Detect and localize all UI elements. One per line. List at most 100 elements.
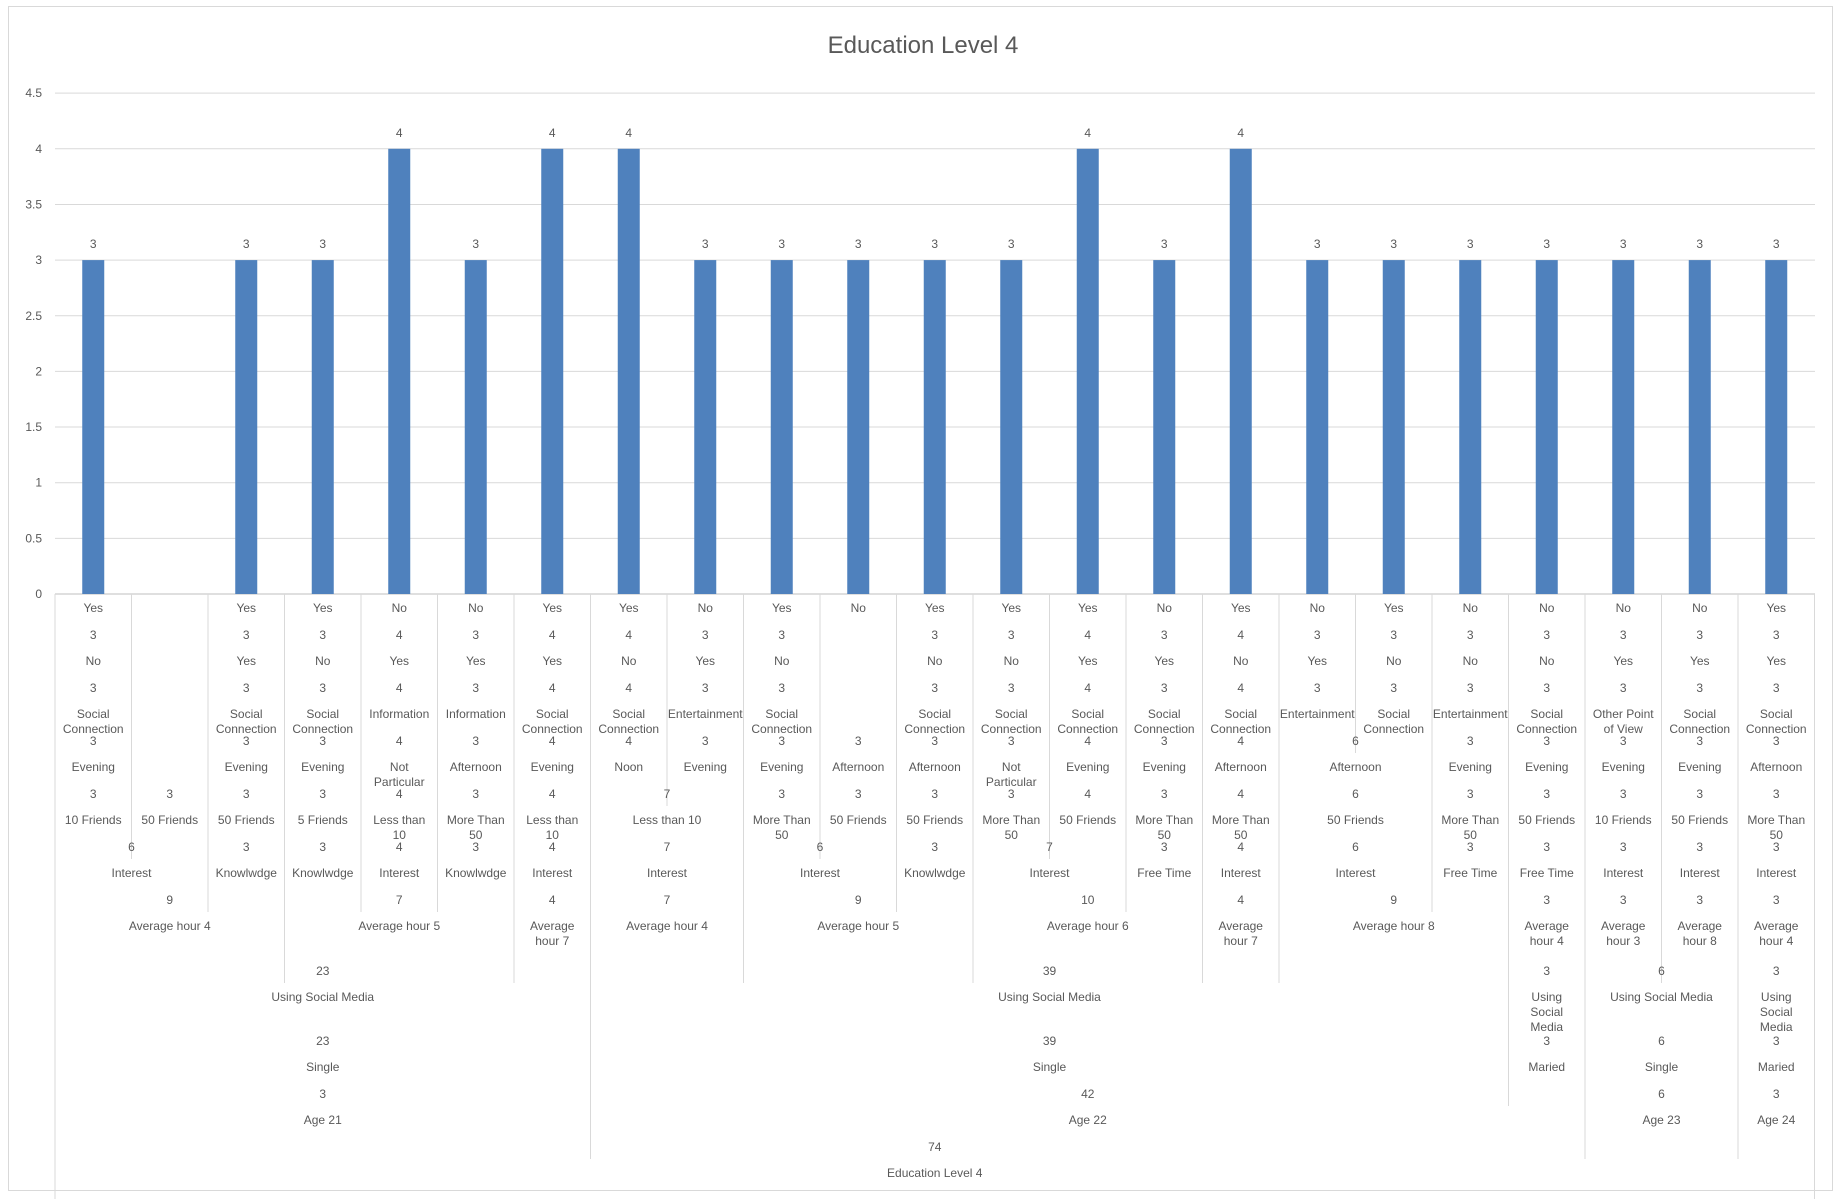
- category-label: Free Time: [1137, 866, 1191, 880]
- category-count: 4: [1084, 628, 1091, 642]
- category-label: No: [392, 601, 408, 615]
- category-count: 3: [1314, 628, 1321, 642]
- category-label: No: [1463, 601, 1479, 615]
- category-label: Using Social Media: [271, 990, 374, 1004]
- category-count: 4: [396, 840, 403, 854]
- category-label: Social: [765, 707, 798, 721]
- category-count: 3: [1467, 840, 1474, 854]
- category-label: 50 Friends: [830, 813, 887, 827]
- category-count: 4: [1084, 787, 1091, 801]
- category-label: Social: [995, 707, 1028, 721]
- category-label: Social: [1377, 707, 1410, 721]
- category-label: Evening: [760, 760, 803, 774]
- category-count: 3: [1008, 628, 1015, 642]
- category-label: Social: [536, 707, 569, 721]
- category-count: 3: [1696, 787, 1703, 801]
- category-count: 6: [1658, 1087, 1665, 1101]
- category-count: 3: [1773, 964, 1780, 978]
- category-label: Yes: [466, 654, 486, 668]
- category-label: Evening: [72, 760, 115, 774]
- category-label: Yes: [236, 601, 256, 615]
- category-count: 9: [166, 893, 173, 907]
- data-label: 3: [1161, 237, 1168, 251]
- category-label: 10 Friends: [1595, 813, 1652, 827]
- category-count: 3: [1467, 734, 1474, 748]
- category-label: hour 4: [1759, 934, 1793, 948]
- category-label: 50 Friends: [1327, 813, 1384, 827]
- category-label: Entertainment: [668, 707, 743, 721]
- category-label: Interest: [111, 866, 152, 880]
- category-count: 3: [1543, 681, 1550, 695]
- category-label: Social: [1148, 707, 1181, 721]
- category-label: Age 21: [304, 1113, 342, 1127]
- category-label: Interest: [647, 866, 688, 880]
- category-count: 3: [1620, 840, 1627, 854]
- category-label: Social: [230, 707, 263, 721]
- category-count: 6: [1658, 964, 1665, 978]
- bar: [1000, 260, 1023, 594]
- category-label: 50: [775, 828, 789, 842]
- data-label: 3: [472, 237, 479, 251]
- data-label: 3: [1543, 237, 1550, 251]
- category-count: 3: [1696, 681, 1703, 695]
- category-label: Average hour 6: [1047, 919, 1129, 933]
- category-label: Social: [306, 707, 339, 721]
- category-count: 42: [1081, 1087, 1095, 1101]
- category-label: Interest: [1756, 866, 1797, 880]
- category-label: Education Level 4: [887, 1166, 983, 1180]
- category-label: Evening: [301, 760, 344, 774]
- category-label: No: [86, 654, 102, 668]
- category-label: Yes: [83, 601, 103, 615]
- chart-frame: [8, 6, 1833, 1191]
- category-count: 3: [472, 628, 479, 642]
- data-label: 4: [396, 126, 403, 140]
- category-label: 50 Friends: [1059, 813, 1116, 827]
- category-label: Yes: [1078, 601, 1098, 615]
- y-tick-label: 0.5: [25, 531, 42, 545]
- category-label: Knowlwdge: [292, 866, 354, 880]
- category-label: Connection: [1746, 722, 1807, 736]
- category-label: Age 23: [1642, 1113, 1680, 1127]
- category-count: 3: [1543, 964, 1550, 978]
- category-label: Connection: [1516, 722, 1577, 736]
- category-label: No: [621, 654, 637, 668]
- category-count: 39: [1043, 964, 1057, 978]
- category-label: Average hour 5: [358, 919, 440, 933]
- category-label: Evening: [1449, 760, 1492, 774]
- category-count: 6: [1352, 734, 1359, 748]
- category-label: Social: [77, 707, 110, 721]
- category-count: 3: [702, 734, 709, 748]
- category-label: Other Point: [1593, 707, 1654, 721]
- category-label: Yes: [542, 654, 562, 668]
- category-count: 3: [472, 734, 479, 748]
- category-count: 3: [1161, 840, 1168, 854]
- category-label: Maried: [1528, 1060, 1565, 1074]
- category-label: No: [774, 654, 790, 668]
- category-label: 10: [393, 828, 407, 842]
- category-count: 3: [1390, 628, 1397, 642]
- category-count: 3: [931, 628, 938, 642]
- category-count: 74: [928, 1140, 942, 1154]
- category-count: 3: [1696, 734, 1703, 748]
- category-label: 50: [1005, 828, 1019, 842]
- category-label: Connection: [1134, 722, 1195, 736]
- category-label: Single: [1645, 1060, 1679, 1074]
- category-count: 3: [778, 734, 785, 748]
- category-label: More Than: [1441, 813, 1499, 827]
- category-count: 3: [243, 840, 250, 854]
- bar: [1076, 148, 1099, 595]
- category-label: Yes: [1613, 654, 1633, 668]
- category-label: Entertainment: [1280, 707, 1355, 721]
- category-count: 4: [1237, 893, 1244, 907]
- category-label: Social: [612, 707, 645, 721]
- category-label: 50 Friends: [1671, 813, 1728, 827]
- category-label: Knowlwdge: [445, 866, 507, 880]
- category-label: Social: [1760, 707, 1793, 721]
- category-label: No: [1539, 654, 1555, 668]
- category-count: 4: [396, 787, 403, 801]
- category-count: 6: [1352, 840, 1359, 854]
- data-label: 3: [1467, 237, 1474, 251]
- category-label: No: [927, 654, 943, 668]
- category-label: hour 8: [1683, 934, 1717, 948]
- category-count: 3: [90, 787, 97, 801]
